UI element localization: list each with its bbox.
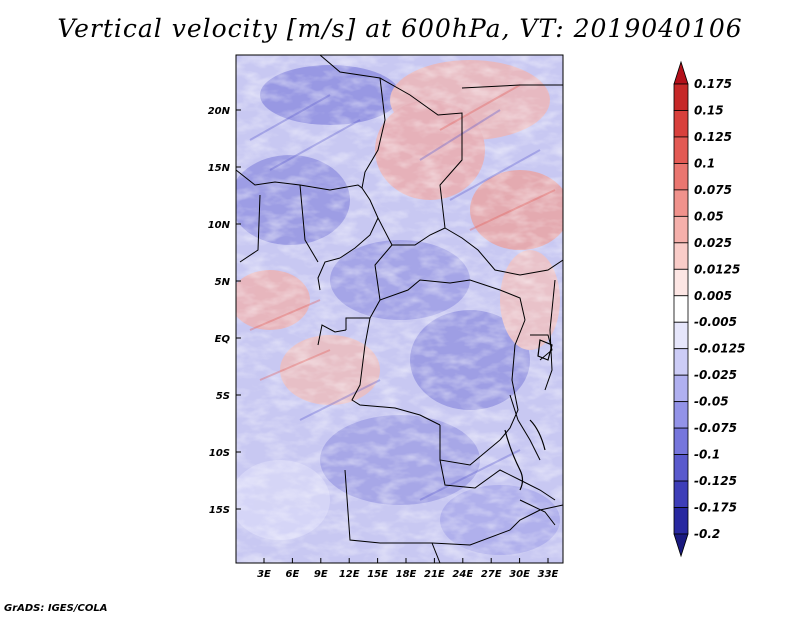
colorbar-label: 0.1 <box>694 156 715 170</box>
lon-label: 18E <box>396 569 417 580</box>
colorbar-label: -0.025 <box>694 368 737 382</box>
lon-label: 24E <box>452 569 473 580</box>
colorbar-swatch <box>673 321 689 350</box>
colorbar-label: -0.125 <box>694 474 737 488</box>
colorbar-label: -0.1 <box>694 448 720 462</box>
colorbar-label: 0.175 <box>694 77 732 91</box>
colorbar-label: -0.0125 <box>694 342 745 356</box>
colorbar-label: 0.15 <box>694 103 724 117</box>
colorbar-swatch <box>673 215 689 244</box>
colorbar-label: 0.125 <box>694 130 732 144</box>
lat-label: 10N <box>208 220 231 231</box>
lon-label: 9E <box>314 569 328 580</box>
colorbar-swatch <box>673 427 689 455</box>
vertical-velocity-field <box>236 55 563 563</box>
colorbar-label: -0.05 <box>694 395 729 409</box>
colorbar-swatch <box>673 189 689 217</box>
colorbar-swatch <box>673 136 689 164</box>
colorbar-swatch <box>673 110 689 138</box>
lon-label: 27E <box>481 569 502 580</box>
country-borders <box>236 55 563 563</box>
longitude-axis: 3E 6E 9E 12E 15E 18E 21E 24E 27E 30E 33E <box>257 558 559 580</box>
lon-label: 30E <box>509 569 530 580</box>
map-frame <box>235 54 564 564</box>
lon-label: 3E <box>257 569 271 580</box>
grads-credit: GrADS: IGES/COLA <box>4 603 108 614</box>
colorbar-label: 0.005 <box>694 289 732 303</box>
colorbar-label: 0.025 <box>694 236 732 250</box>
colorbar-label: 0.075 <box>694 183 732 197</box>
map-title: Vertical velocity [m/s] at 600hPa, VT: 2… <box>57 14 743 43</box>
lat-label: EQ <box>215 334 231 345</box>
colorbar-swatch <box>673 268 689 297</box>
colorbar-label: -0.2 <box>694 527 720 541</box>
lat-label: 15N <box>208 163 231 174</box>
colorbar-label: -0.175 <box>694 501 737 515</box>
lat-label: 10S <box>209 448 230 459</box>
colorbar-swatch <box>673 348 689 376</box>
colorbar: 0.175 0.15 0.125 0.1 0.075 0.05 0.025 0.0125 0.0… <box>673 60 745 558</box>
latitude-axis: 20N 15N 10N 5N EQ 5S 10S 15S <box>208 106 241 516</box>
lon-label: 21E <box>424 569 445 580</box>
lon-label: 33E <box>538 569 559 580</box>
colorbar-swatch <box>673 295 689 323</box>
lon-label: 15E <box>367 569 388 580</box>
colorbar-label: 0.05 <box>694 209 724 223</box>
colorbar-swatch <box>673 163 689 191</box>
lat-label: 20N <box>208 106 231 117</box>
colorbar-label: 0.0125 <box>694 262 740 276</box>
colorbar-swatch <box>673 454 689 482</box>
lon-label: 12E <box>339 569 360 580</box>
lon-label: 6E <box>286 569 300 580</box>
colorbar-swatch <box>673 242 689 270</box>
colorbar-label: -0.075 <box>694 421 737 435</box>
lake-outlines <box>504 339 553 491</box>
colorbar-swatch <box>673 533 689 558</box>
colorbar-swatch <box>673 480 689 508</box>
colorbar-swatch <box>673 83 689 111</box>
lat-label: 5N <box>215 277 231 288</box>
lat-label: 5S <box>216 391 230 402</box>
colorbar-swatch <box>673 507 689 535</box>
colorbar-swatch <box>673 401 689 429</box>
lat-label: 15S <box>209 505 230 516</box>
colorbar-swatch <box>673 60 689 85</box>
colorbar-label: -0.005 <box>694 315 737 329</box>
colorbar-swatch <box>673 374 689 403</box>
